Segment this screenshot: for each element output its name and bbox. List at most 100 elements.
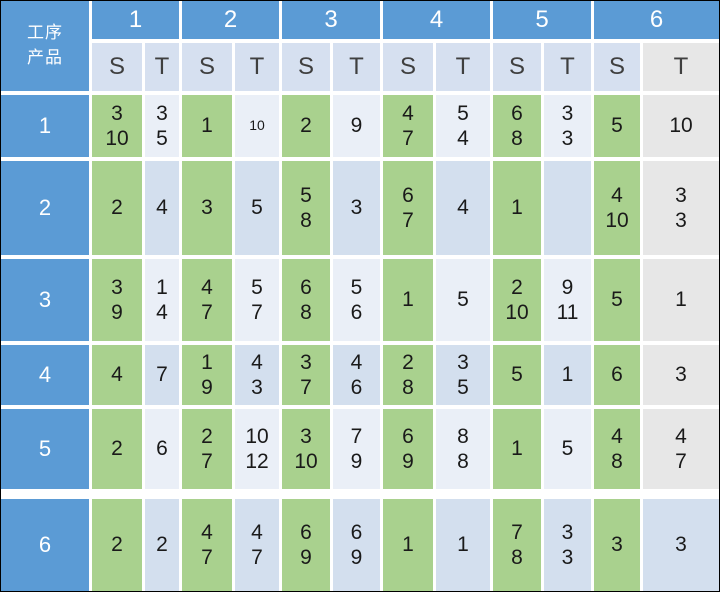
cell-line: 2 — [300, 114, 312, 138]
cell-line: 6 — [350, 520, 363, 544]
cell-r3-c5-S: 2 10 — [493, 259, 541, 341]
cell-line: 3 — [156, 101, 168, 125]
cell-line: T — [560, 52, 575, 80]
cell-r3-c6-T: 1 — [643, 259, 719, 341]
cell-line: 6 — [402, 424, 414, 448]
cell-line: 9 — [561, 275, 574, 299]
cell-line: 12 — [245, 450, 269, 473]
cell-line: 7 — [350, 424, 363, 448]
cell-line: 7 — [201, 301, 213, 324]
cell-line: 3 — [611, 533, 623, 557]
cell-line: 4 — [251, 350, 263, 374]
cell-line: 1 — [201, 350, 213, 374]
sub-header-4-T: T — [235, 43, 279, 91]
cell-line: 6 — [38, 531, 52, 557]
cell-line: 1 — [511, 437, 523, 461]
cell-line: 5 — [300, 183, 312, 207]
row-label-4: 4 — [1, 345, 89, 405]
sub-header-8-T: T — [436, 43, 490, 91]
cell-line: 8 — [300, 301, 312, 324]
sub-header-5-S: S — [282, 43, 330, 91]
cell-line: 3 — [457, 350, 469, 374]
cell-line: 3 — [675, 209, 687, 232]
cell-line: 7 — [402, 209, 414, 232]
cell-line: 8 — [402, 376, 414, 399]
row-label-1: 1 — [1, 95, 89, 157]
cell-line: 4 — [675, 424, 687, 448]
cell-r6-c6-S: 3 — [594, 499, 640, 591]
cell-line: 6 — [156, 437, 168, 461]
cell-line: 6 — [350, 376, 363, 399]
cell-line: 5 — [611, 114, 623, 138]
cell-r1-c2-S: 1 — [182, 95, 232, 157]
cell-line: 7 — [675, 450, 687, 473]
cell-line: 1 — [38, 112, 52, 138]
cell-line: 7 — [251, 301, 263, 324]
cell-line: 5 — [457, 101, 469, 125]
cell-line: 1 — [511, 196, 523, 220]
cell-line: 2 — [156, 533, 168, 557]
cell-line: 7 — [156, 363, 168, 387]
cell-line: 4 — [111, 363, 123, 387]
cell-line: 9 — [350, 450, 363, 473]
cell-line: 3 — [350, 196, 363, 220]
cell-line: 4 — [350, 350, 363, 374]
cell-r4-c1-S: 4 — [92, 345, 142, 405]
cell-r5-c5-S: 1 — [493, 409, 541, 489]
sub-header-9-S: S — [493, 43, 541, 91]
cell-line: 3 — [561, 101, 574, 125]
cell-line: 4 — [457, 196, 469, 220]
cell-line: 3 — [201, 196, 213, 220]
cell-line: 3 — [38, 286, 52, 312]
cell-r1-c1-S: 3 10 — [92, 95, 142, 157]
cell-r5-c5-T: 5 — [544, 409, 591, 489]
cell-line: 10 — [249, 117, 265, 134]
cell-line: 3 — [675, 183, 687, 207]
cell-line: 1 — [675, 288, 687, 312]
cell-line: 产品 — [27, 48, 63, 67]
cell-line: 3 — [561, 546, 574, 569]
cell-line: 2 — [111, 533, 123, 557]
cell-r6-c4-T: 1 — [436, 499, 490, 591]
cell-line: 5 — [38, 435, 52, 461]
cell-line: 8 — [611, 450, 623, 473]
cell-line: 10 — [605, 209, 629, 232]
sub-header-1-S: S — [92, 43, 142, 91]
cell-line: 工序 — [27, 23, 63, 43]
cell-line: 4 — [201, 275, 213, 299]
cell-line: 5 — [350, 275, 363, 299]
cell-line: 4 — [156, 196, 168, 220]
cell-line: 3 — [675, 533, 687, 557]
cell-line: 4 — [38, 361, 52, 387]
cell-line: 3 — [675, 363, 687, 387]
cell-r2-c4-T: 4 — [436, 161, 490, 255]
cell-line: 9 — [350, 546, 363, 569]
cell-line: 3 — [561, 127, 574, 150]
cell-line: 4 — [201, 520, 213, 544]
cell-r3-c6-S: 5 — [594, 259, 640, 341]
cell-r6-c1-T: 2 — [145, 499, 179, 591]
row-label-2: 2 — [1, 161, 89, 255]
cell-line: T — [455, 52, 471, 80]
cell-line: 11 — [556, 301, 579, 324]
cell-line: T — [154, 52, 170, 80]
cell-line: 4 — [457, 127, 469, 150]
